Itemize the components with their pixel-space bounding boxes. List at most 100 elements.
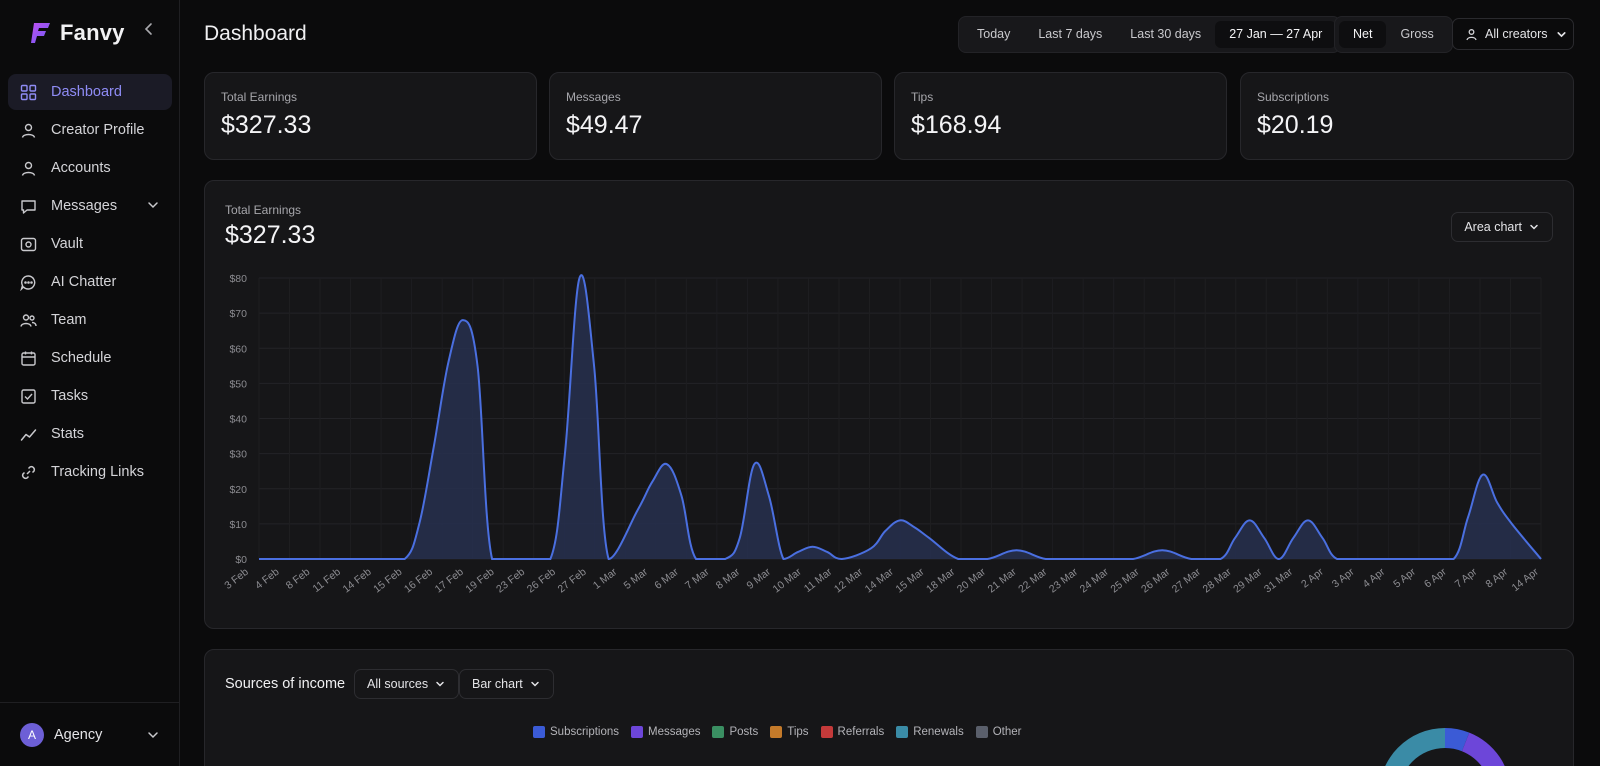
sidebar-item-label: Schedule — [51, 350, 112, 366]
sources-title: Sources of income — [225, 676, 346, 692]
x-tick-label: 5 Mar — [622, 566, 651, 592]
sidebar-item-label: Vault — [51, 236, 83, 252]
sidebar-item-label: AI Chatter — [51, 274, 117, 290]
x-tick-label: 2 Apr — [1299, 566, 1326, 591]
sidebar-item-vault[interactable]: Vault — [8, 226, 172, 262]
sidebar: Fanvy Dashboard Creator Profile Accounts… — [0, 0, 180, 766]
sidebar-item-label: Dashboard — [51, 84, 122, 100]
range-last-7-days-button[interactable]: Last 7 days — [1038, 27, 1103, 41]
stat-label: Total Earnings — [221, 90, 298, 104]
sidebar-item-messages[interactable]: Messages — [8, 188, 172, 224]
x-tick-label: 6 Mar — [652, 566, 681, 592]
brand[interactable]: Fanvy — [30, 20, 125, 46]
stat-label: Tips — [911, 90, 934, 104]
x-tick-label: 25 Mar — [1108, 566, 1142, 596]
donut-slice-messages[interactable] — [1461, 732, 1511, 766]
collapse-sidebar-icon[interactable] — [140, 22, 158, 40]
account-switcher[interactable]: A Agency — [0, 702, 180, 766]
date-range-selector: Today Last 7 days Last 30 days 27 Jan — … — [958, 16, 1342, 53]
users-icon — [20, 313, 37, 327]
donut-slice-renewals[interactable] — [1379, 728, 1445, 766]
legend-item[interactable]: Referrals — [820, 726, 884, 738]
x-tick-label: 11 Feb — [310, 566, 343, 595]
message-icon — [21, 199, 36, 214]
x-tick-label: 27 Mar — [1170, 566, 1204, 596]
creators-dropdown[interactable]: All creators — [1452, 18, 1574, 50]
legend-label: Posts — [729, 726, 759, 738]
legend-swatch — [712, 726, 725, 738]
legend-label: Tips — [787, 726, 809, 738]
sidebar-item-tasks[interactable]: Tasks — [8, 378, 172, 414]
sidebar-item-label: Tasks — [51, 388, 89, 404]
y-tick-label: $40 — [229, 414, 247, 426]
legend-swatch — [631, 726, 644, 738]
legend-swatch — [975, 726, 988, 738]
sidebar-item-ai-chatter[interactable]: AI Chatter — [8, 264, 172, 300]
chevron-down-icon — [1530, 224, 1538, 230]
x-tick-label: 1 Mar — [591, 566, 620, 592]
x-tick-label: 23 Mar — [1047, 566, 1081, 596]
range-today-button[interactable]: Today — [977, 27, 1011, 41]
sidebar-item-label: Stats — [51, 426, 85, 442]
stat-value: $49.47 — [566, 111, 643, 139]
legend-swatch — [820, 726, 833, 738]
legend-item[interactable]: Renewals — [896, 726, 964, 738]
range-custom-button[interactable]: 27 Jan — 27 Apr — [1215, 21, 1337, 48]
grid-icon — [20, 84, 37, 100]
sources-legend: Subscriptions Messages Posts Tips Referrals R… — [533, 726, 1021, 738]
chevron-down-icon — [530, 681, 539, 687]
link-icon — [21, 465, 36, 479]
sidebar-item-schedule[interactable]: Schedule — [8, 340, 172, 376]
x-tick-label: 26 Feb — [525, 566, 558, 596]
sidebar-item-label: Creator Profile — [51, 122, 145, 138]
stat-card-subscriptions: Subscriptions $20.19 — [1240, 72, 1574, 160]
trend-icon — [20, 428, 37, 441]
legend-item[interactable]: Subscriptions — [533, 726, 619, 738]
fanvy-logo-icon — [31, 23, 50, 43]
sources-chart-type-dropdown[interactable]: Bar chart — [459, 669, 554, 699]
sidebar-item-accounts[interactable]: Accounts — [8, 150, 172, 186]
legend-item[interactable]: Posts — [712, 726, 758, 738]
x-tick-label: 6 Apr — [1422, 566, 1449, 591]
x-tick-label: 19 Feb — [463, 566, 496, 596]
brand-name: Fanvy — [60, 20, 125, 45]
legend-item[interactable]: Tips — [770, 726, 809, 738]
x-tick-label: 20 Mar — [955, 566, 989, 596]
sidebar-item-creator-profile[interactable]: Creator Profile — [8, 112, 172, 148]
earnings-area-chart: $0 $10 $20 $30 $40 $50 $60 $70 $80 3 Feb 4 Feb 8 Fe… — [222, 273, 1542, 596]
calendar-icon — [21, 351, 36, 366]
x-tick-label: 8 Apr — [1483, 566, 1510, 591]
series-line — [258, 274, 1542, 561]
y-tick-label: $80 — [229, 273, 247, 285]
gross-button[interactable]: Gross — [1400, 27, 1434, 41]
sidebar-item-stats[interactable]: Stats — [8, 416, 172, 452]
y-tick-label: $10 — [229, 519, 247, 531]
legend-label: Renewals — [913, 726, 964, 738]
sources-filter-dropdown[interactable]: All sources — [354, 669, 460, 699]
chart-type-dropdown[interactable]: Area chart — [1451, 212, 1553, 242]
chat-bubble-icon — [20, 274, 36, 291]
creators-label: All creators — [1485, 27, 1548, 41]
sidebar-item-team[interactable]: Team — [8, 302, 172, 338]
stat-label: Subscriptions — [1257, 90, 1330, 104]
stat-value: $168.94 — [911, 111, 1002, 139]
legend-item[interactable]: Other — [975, 726, 1021, 738]
sidebar-item-label: Team — [51, 312, 87, 328]
x-tick-label: 22 Mar — [1016, 566, 1050, 596]
earnings-chart-panel: Total Earnings $327.33 Area chart $0 $10 $… — [204, 180, 1574, 629]
donut-slice-subscriptions[interactable] — [1445, 728, 1470, 752]
x-tick-label: 7 Mar — [683, 566, 712, 592]
net-button[interactable]: Net — [1339, 21, 1387, 48]
sidebar-item-dashboard[interactable]: Dashboard — [8, 74, 172, 110]
x-tick-label: 17 Feb — [433, 566, 466, 596]
chevron-down-icon[interactable] — [146, 198, 160, 212]
range-last-30-days-button[interactable]: Last 30 days — [1130, 27, 1202, 41]
vault-icon — [20, 237, 37, 251]
sidebar-item-tracking-links[interactable]: Tracking Links — [8, 454, 172, 490]
y-tick-label: $0 — [235, 554, 247, 566]
x-tick-label: 14 Apr — [1510, 566, 1542, 594]
legend-item[interactable]: Messages — [631, 726, 700, 738]
chart-type-label: Area chart — [1464, 220, 1522, 234]
stat-label: Messages — [566, 90, 621, 104]
y-tick-label: $60 — [229, 343, 247, 355]
